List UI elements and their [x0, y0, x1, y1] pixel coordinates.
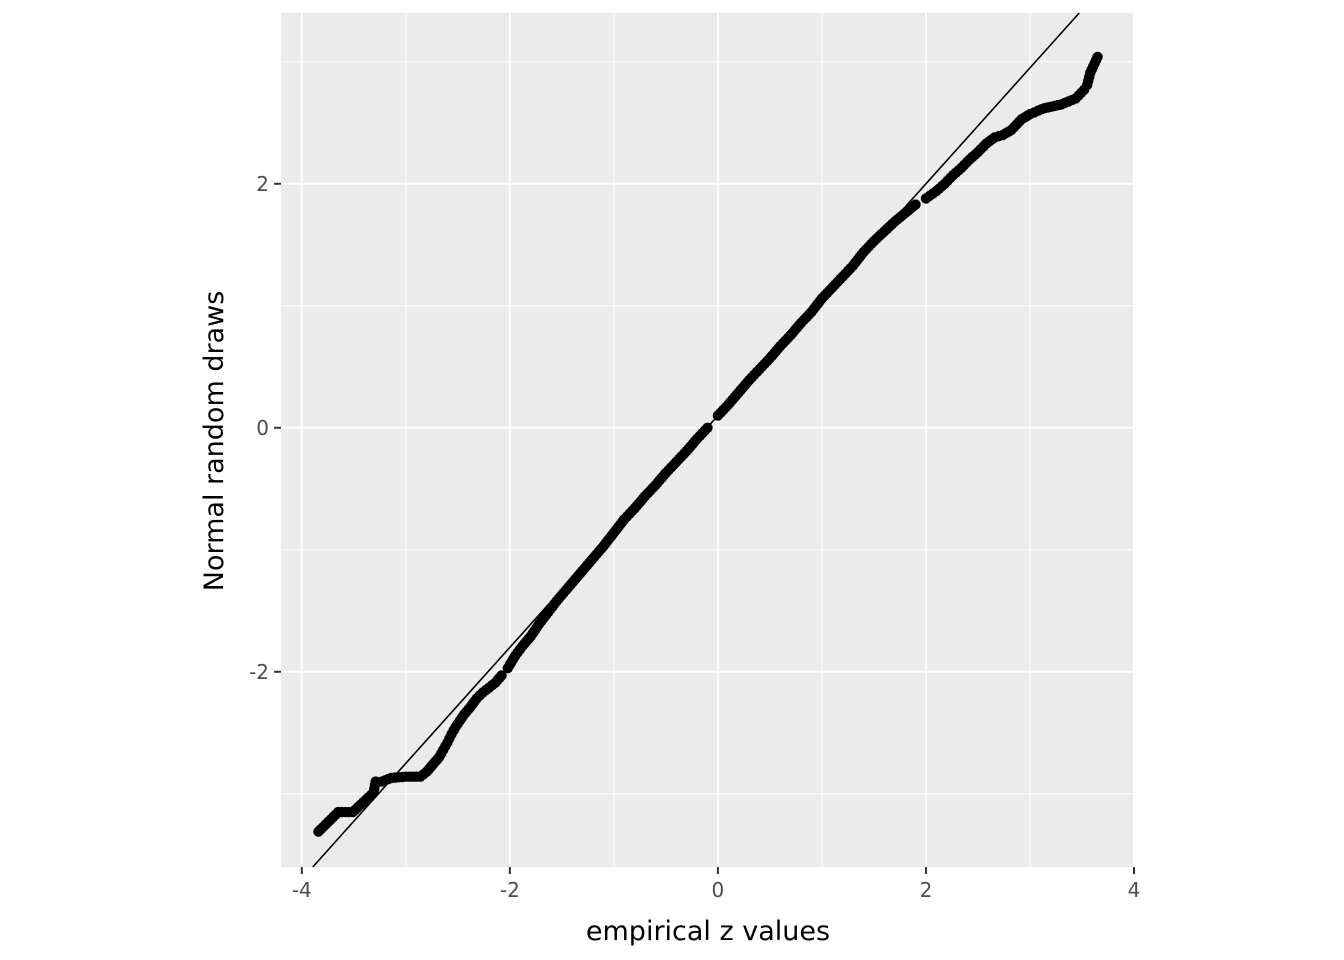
- data-point: [702, 422, 713, 433]
- y-axis-title: Normal random draws: [199, 291, 230, 592]
- x-axis: -4 -2 0 2 4: [292, 867, 1141, 902]
- y-axis: -2 0 2: [249, 172, 281, 684]
- y-tick-label: -2: [249, 660, 269, 684]
- x-tick-label: 4: [1128, 878, 1141, 902]
- x-tick-label: 0: [712, 878, 725, 902]
- minor-gridlines: [281, 13, 1134, 867]
- y-tick-label: 0: [256, 416, 269, 440]
- major-gridlines: [281, 13, 1135, 867]
- data-point: [1092, 51, 1103, 63]
- data-point: [910, 199, 921, 210]
- y-tick-label: 2: [256, 172, 269, 196]
- x-tick-label: 2: [920, 878, 933, 902]
- data-points: [313, 51, 1103, 837]
- plot-panel: [281, 13, 1134, 867]
- x-tick-label: -4: [292, 878, 312, 902]
- data-point: [496, 670, 507, 681]
- x-axis-title: empirical z values: [586, 916, 830, 947]
- x-tick-label: -2: [500, 878, 520, 902]
